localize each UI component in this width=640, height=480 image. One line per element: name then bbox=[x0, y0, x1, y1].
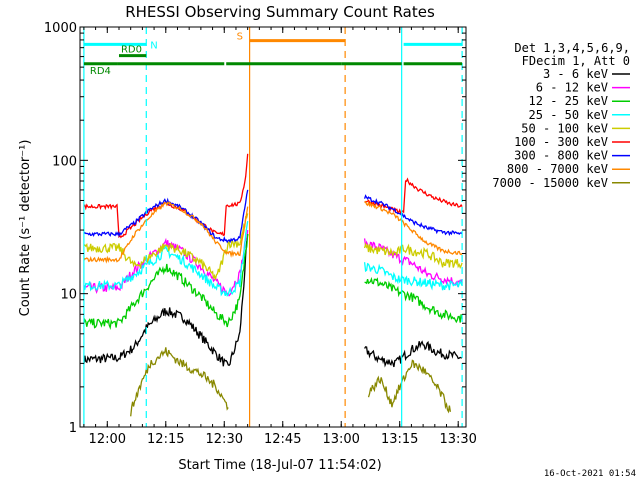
legend-label-6-12-kev: 6 - 12 keV bbox=[536, 81, 608, 95]
annotation-rd0-label: RD0 bbox=[121, 45, 142, 56]
generation-timestamp: 16-Oct-2021 01:54 bbox=[544, 469, 636, 479]
series-300-800-kev-trace-1 bbox=[83, 189, 249, 244]
legend-label-3-6-kev: 3 - 6 keV bbox=[543, 67, 608, 81]
x-tick-label-1200: 12:00 bbox=[89, 432, 126, 447]
series-3-6-kev-trace-1 bbox=[83, 233, 249, 367]
series-50-100-kev-trace-1 bbox=[83, 213, 249, 282]
series-800-7000-kev-trace-1 bbox=[83, 201, 249, 264]
x-tick-label-1315: 13:15 bbox=[381, 432, 418, 447]
x-axis-label: Start Time (18-Jul-07 11:54:02) bbox=[178, 458, 381, 473]
x-tick-label-1230: 12:30 bbox=[206, 432, 243, 447]
legend-header-line-2: FDecim 1, Att 0 bbox=[522, 54, 630, 68]
y-tick-label-10: 10 bbox=[60, 288, 77, 303]
legend-label-800-7000-kev: 800 - 7000 keV bbox=[507, 162, 608, 176]
legend-label-50-100-kev: 50 - 100 keV bbox=[521, 121, 608, 135]
legend-label-12-25-kev: 12 - 25 keV bbox=[529, 94, 608, 108]
series-300-800-kev-trace-2 bbox=[363, 194, 463, 237]
legend-header-line-1: Det 1,3,4,5,6,9, bbox=[514, 41, 630, 55]
chart-title: RHESSI Observing Summary Count Rates bbox=[125, 3, 435, 21]
series-12-25-kev-trace-2 bbox=[364, 276, 463, 324]
plot-frame bbox=[79, 26, 467, 428]
y-axis-label: Count Rate (s⁻¹ detector⁻¹) bbox=[18, 140, 33, 317]
legend-label-7000-15000-kev: 7000 - 15000 keV bbox=[492, 176, 608, 190]
annotation-rd4-label: RD4 bbox=[90, 66, 111, 77]
x-tick-label-1245: 12:45 bbox=[264, 432, 301, 447]
series-25-50-kev-trace-1 bbox=[83, 220, 249, 297]
legend-label-300-800-kev: 300 - 800 keV bbox=[514, 149, 608, 163]
legend-label-25-50-kev: 25 - 50 keV bbox=[529, 108, 608, 122]
series-12-25-kev-trace-1 bbox=[83, 233, 249, 331]
x-tick-label-1215: 12:15 bbox=[147, 432, 184, 447]
y-tick-label-100: 100 bbox=[52, 154, 77, 169]
series-800-7000-kev-trace-2 bbox=[364, 200, 463, 256]
annotation-n-label: N bbox=[150, 40, 157, 51]
series-6-12-kev-trace-2 bbox=[363, 238, 463, 287]
series-7000-15000-kev-trace-2 bbox=[367, 359, 452, 414]
series-100-300-kev-trace-1 bbox=[83, 153, 249, 239]
legend-label-100-300-kev: 100 - 300 keV bbox=[514, 135, 608, 149]
x-tick-label-1330: 13:30 bbox=[439, 432, 476, 447]
series-50-100-kev-trace-2 bbox=[363, 241, 463, 270]
series-7000-15000-kev-trace-1 bbox=[130, 347, 229, 417]
annotation-s-label: S bbox=[237, 32, 243, 43]
y-tick-label-1000: 1000 bbox=[44, 21, 77, 36]
series-6-12-kev-trace-1 bbox=[83, 230, 249, 297]
series-100-300-kev-trace-2 bbox=[364, 177, 463, 215]
x-tick-label-1300: 13:00 bbox=[322, 432, 359, 447]
y-tick-label-1: 1 bbox=[69, 421, 77, 436]
series-25-50-kev-trace-2 bbox=[363, 262, 463, 291]
series-3-6-kev-trace-2 bbox=[364, 340, 463, 368]
